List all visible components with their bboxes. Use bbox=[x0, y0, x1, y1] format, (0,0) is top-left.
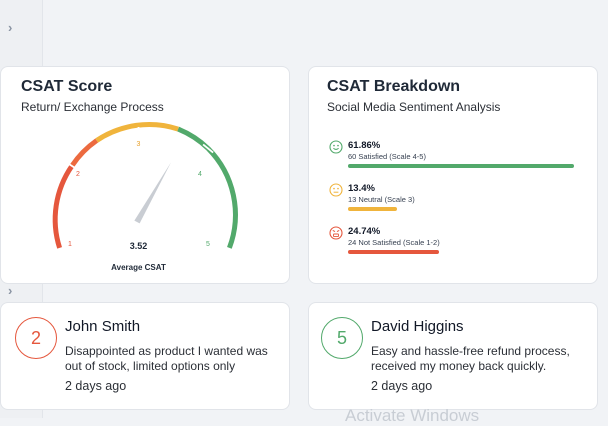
review-card[interactable]: 2 John Smith Disappointed as product I w… bbox=[0, 302, 290, 410]
csat-score-card: CSAT Score Return/ Exchange Process 1 2 … bbox=[0, 66, 290, 284]
review-text-line: Easy and hassle-free refund process, bbox=[371, 344, 570, 358]
review-timestamp: 2 days ago bbox=[65, 379, 127, 393]
neutral-face-icon bbox=[329, 183, 343, 197]
gauge-label-4: 4 bbox=[198, 171, 202, 178]
review-card[interactable]: 5 David Higgins Easy and hassle-free ref… bbox=[308, 302, 598, 410]
rating-badge: 5 bbox=[321, 317, 363, 359]
breakdown-bar bbox=[348, 207, 398, 211]
gauge-value-label: Average CSAT bbox=[111, 263, 166, 272]
gauge-value: 3.52 bbox=[130, 241, 148, 251]
gauge-label-3: 3 bbox=[137, 141, 141, 148]
happy-face-icon bbox=[329, 140, 343, 154]
angry-face-icon bbox=[329, 226, 343, 240]
card-title: CSAT Breakdown bbox=[327, 78, 461, 95]
review-text-line: Disappointed as product I wanted was bbox=[65, 344, 268, 358]
gauge-arc-low bbox=[52, 164, 74, 249]
review-text-line: out of stock, limited options only bbox=[65, 359, 236, 373]
breakdown-bar bbox=[348, 250, 439, 254]
breakdown-percent: 61.86% bbox=[348, 140, 381, 151]
gauge-separator bbox=[66, 161, 78, 170]
gauge-arc-low-mid bbox=[69, 138, 99, 168]
review-text-line: received my money back quickly. bbox=[371, 359, 547, 373]
gauge-needle bbox=[134, 162, 172, 224]
card-title: CSAT Score bbox=[21, 78, 113, 95]
card-subtitle: Social Media Sentiment Analysis bbox=[327, 100, 501, 114]
gauge-label-2: 2 bbox=[76, 171, 80, 178]
reviewer-name: John Smith bbox=[65, 318, 141, 335]
breakdown-description: 60 Satisfied (Scale 4-5) bbox=[348, 152, 426, 161]
gauge-label-1: 1 bbox=[68, 241, 72, 248]
rating-badge: 2 bbox=[15, 317, 57, 359]
breakdown-percent: 24.74% bbox=[348, 226, 381, 237]
gauge-arc-mid bbox=[95, 122, 179, 143]
windows-activation-watermark: Activate Windows bbox=[345, 406, 480, 425]
reviewer-name: David Higgins bbox=[371, 318, 464, 335]
breakdown-description: 24 Not Satisfied (Scale 1-2) bbox=[348, 238, 440, 247]
csat-breakdown-card: CSAT Breakdown Social Media Sentiment An… bbox=[308, 66, 598, 284]
expand-chevron-icon[interactable]: › bbox=[8, 283, 13, 298]
breakdown-description: 13 Neutral (Scale 3) bbox=[348, 195, 415, 204]
csat-gauge: 1 2 3 4 5 3.52 Average CSAT bbox=[52, 122, 238, 272]
card-subtitle: Return/ Exchange Process bbox=[21, 100, 164, 114]
gauge-arc-high-end bbox=[206, 146, 238, 249]
review-timestamp: 2 days ago bbox=[371, 379, 433, 393]
breakdown-percent: 13.4% bbox=[348, 183, 375, 194]
gauge-separator bbox=[202, 143, 214, 154]
expand-chevron-icon[interactable]: › bbox=[8, 20, 13, 35]
gauge-label-5: 5 bbox=[206, 241, 210, 248]
breakdown-bar bbox=[348, 164, 575, 168]
